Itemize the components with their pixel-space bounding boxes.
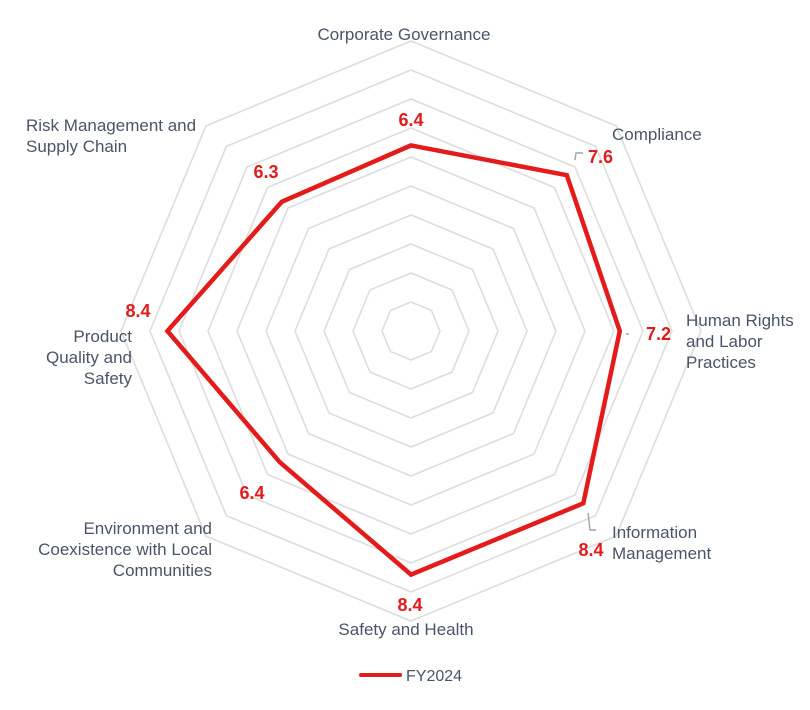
grid-ring bbox=[294, 214, 528, 448]
callouts bbox=[574, 152, 629, 531]
value-labels: 6.4 7.6 7.2 8.4 8.4 6.4 8.4 6.3 bbox=[125, 110, 671, 615]
value-label: 7.6 bbox=[588, 147, 613, 167]
axis-label: Human Rights and Labor Practices bbox=[686, 311, 794, 372]
legend-label: FY2024 bbox=[406, 668, 462, 685]
grid-ring bbox=[323, 243, 499, 419]
value-label: 8.4 bbox=[125, 301, 150, 321]
axis-label: Product Quality and Safety bbox=[46, 327, 132, 388]
grid-ring bbox=[265, 185, 557, 477]
value-callout bbox=[587, 512, 596, 531]
series-line-fy2024[interactable] bbox=[164, 143, 623, 578]
series-layer bbox=[164, 143, 623, 578]
grid-ring bbox=[178, 98, 644, 564]
legend[interactable]: FY2024 bbox=[359, 668, 462, 685]
value-label: 6.4 bbox=[398, 110, 423, 130]
axis-label: Compliance bbox=[612, 125, 702, 144]
grid bbox=[120, 40, 702, 622]
grid-ring bbox=[207, 127, 615, 535]
value-label: 8.4 bbox=[578, 540, 603, 560]
axis-label: Safety and Health bbox=[338, 620, 473, 639]
value-label: 7.2 bbox=[646, 324, 671, 344]
value-callout bbox=[574, 152, 583, 161]
axis-labels: Corporate Governance Compliance Human Righ… bbox=[26, 25, 794, 639]
axis-label: Risk Management and Supply Chain bbox=[26, 116, 196, 156]
grid-ring bbox=[236, 156, 586, 506]
value-label: 6.4 bbox=[239, 483, 264, 503]
value-label: 8.4 bbox=[397, 595, 422, 615]
grid-ring bbox=[120, 40, 702, 622]
axis-label: Corporate Governance bbox=[318, 25, 491, 44]
value-label: 6.3 bbox=[253, 162, 278, 182]
axis-label: Information Management bbox=[612, 523, 712, 563]
axis-label: Environment and Coexistence with Local Com… bbox=[38, 519, 212, 580]
grid-ring bbox=[352, 272, 470, 390]
grid-ring bbox=[381, 301, 441, 361]
grid-ring bbox=[149, 69, 673, 593]
